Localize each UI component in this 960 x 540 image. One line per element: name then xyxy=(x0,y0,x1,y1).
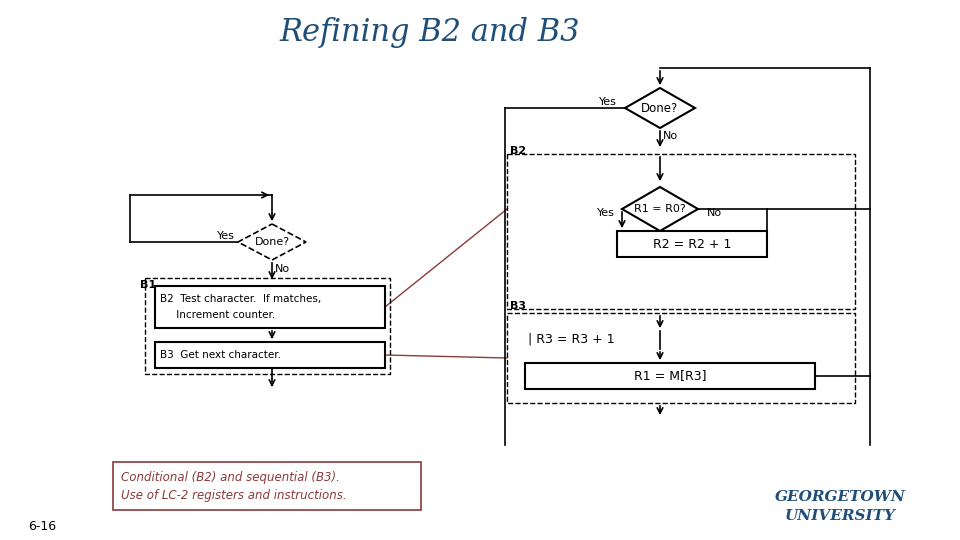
Bar xyxy=(525,363,815,389)
Text: | R3 = R3 + 1: | R3 = R3 + 1 xyxy=(528,333,614,346)
Text: No: No xyxy=(275,264,290,274)
Bar xyxy=(113,462,421,510)
Bar xyxy=(155,286,385,328)
Polygon shape xyxy=(238,224,306,260)
Text: UNIVERSITY: UNIVERSITY xyxy=(784,509,896,523)
Text: Use of LC-2 registers and instructions.: Use of LC-2 registers and instructions. xyxy=(121,489,347,502)
Text: No: No xyxy=(662,131,678,141)
Text: Yes: Yes xyxy=(599,97,617,107)
Bar xyxy=(507,313,855,403)
Text: Refining B2 and B3: Refining B2 and B3 xyxy=(279,17,580,48)
Text: Increment counter.: Increment counter. xyxy=(160,310,276,320)
Bar xyxy=(155,342,385,368)
Bar xyxy=(617,231,767,257)
Text: R1 = R0?: R1 = R0? xyxy=(635,204,685,214)
Text: Done?: Done? xyxy=(254,237,290,247)
Bar xyxy=(145,278,390,374)
Text: Done?: Done? xyxy=(641,102,679,114)
Text: B1: B1 xyxy=(140,280,156,290)
Text: B3  Get next character.: B3 Get next character. xyxy=(160,350,281,360)
Text: R1 = M[R3]: R1 = M[R3] xyxy=(634,369,707,382)
Text: Yes: Yes xyxy=(217,231,235,241)
Text: No: No xyxy=(707,208,722,218)
Text: B2  Test character.  If matches,: B2 Test character. If matches, xyxy=(160,294,322,304)
Text: B2: B2 xyxy=(510,146,526,156)
Text: GEORGETOWN: GEORGETOWN xyxy=(775,490,905,504)
Text: B3: B3 xyxy=(510,301,526,311)
Text: 6-16: 6-16 xyxy=(28,519,56,532)
Text: R2 = R2 + 1: R2 = R2 + 1 xyxy=(653,238,732,251)
Bar xyxy=(507,154,855,309)
Text: Yes: Yes xyxy=(597,208,615,218)
Text: Conditional (B2) and sequential (B3).: Conditional (B2) and sequential (B3). xyxy=(121,470,340,483)
